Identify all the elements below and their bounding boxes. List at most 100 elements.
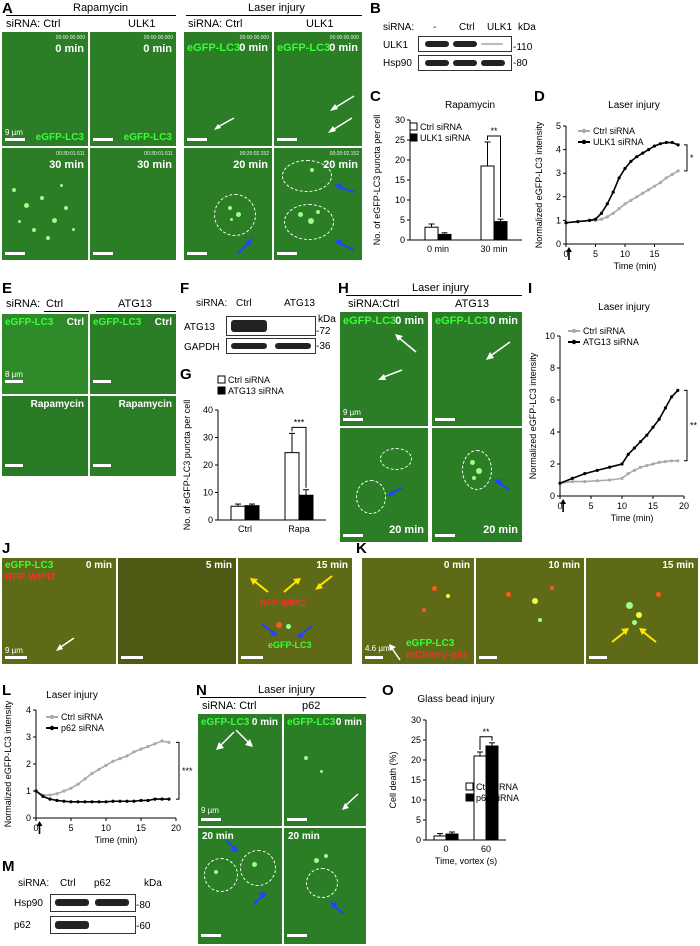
data-point [645, 464, 649, 468]
x-axis-label: Time (min) [611, 513, 654, 523]
panel-label-c: C [370, 88, 381, 105]
legend-swatch [217, 386, 226, 395]
panel-label-j: J [2, 540, 11, 557]
data-point [611, 211, 615, 215]
y-tick-label: 4 [26, 705, 31, 715]
data-point [583, 472, 587, 476]
a-sirna-ctrl: siRNA: Ctrl [6, 18, 61, 30]
significance-label: *** [182, 766, 193, 776]
y-tick-label: 5 [416, 815, 421, 825]
y-tick-label: 2 [556, 192, 561, 202]
y-tick-label: 4 [550, 427, 555, 437]
a-image-rapa-ulk1-0: 00:00:00.000 0 min eGFP-LC3 [90, 32, 176, 146]
h-laser-line [346, 295, 522, 296]
m-row-hsp90: Hsp90 [14, 898, 43, 909]
f-blot-gapdh [226, 338, 316, 354]
legend-swatch [465, 793, 474, 802]
bar [244, 505, 260, 521]
legend-marker [581, 139, 587, 145]
y-tick-label: 6 [550, 395, 555, 405]
significance-label: *** [294, 417, 305, 427]
x-tick-label: Rapa [288, 524, 310, 534]
panel-label-m: M [2, 858, 15, 875]
a-image-rapa-ctrl-30: 00:30:01.511 30 min [2, 148, 88, 260]
data-point [62, 789, 66, 793]
data-point [111, 759, 115, 763]
injury-arrow-head [560, 499, 567, 504]
data-point [104, 800, 108, 804]
e-image-atg13-rapa: Rapamycin [90, 396, 176, 476]
m-blot-hsp90 [50, 894, 136, 912]
n-image-ctrl-0: eGFP-LC3 0 min 9 µm [198, 714, 282, 826]
data-point [623, 202, 627, 206]
data-point [593, 217, 598, 221]
k-image-10: 10 min [476, 558, 584, 664]
y-tick-label: 10 [395, 195, 405, 205]
y-axis-label: Cell death (%) [388, 751, 398, 808]
data-point [76, 782, 80, 786]
data-point [76, 800, 80, 804]
e-image-ctrl-rapa: Rapamycin [2, 396, 88, 476]
data-point [611, 190, 615, 194]
y-tick-label: 3 [26, 732, 31, 742]
chart-title: Laser injury [46, 690, 98, 701]
y-tick-label: 10 [203, 488, 213, 498]
a-rapamycin-header: Rapamycin [73, 2, 129, 14]
e-ctrl-line [44, 311, 89, 312]
panel-label-l: L [2, 682, 12, 699]
x-tick-label: 10 [617, 501, 627, 511]
data-point [663, 460, 667, 464]
data-point [153, 742, 157, 746]
y-tick-label: 0 [550, 491, 555, 501]
significance-label: * [690, 153, 694, 163]
x-tick-label: 5 [593, 249, 598, 259]
data-point [629, 159, 633, 163]
a-image-laser-ctrl-20: 00:20:02.152 20 min [184, 148, 272, 260]
y-tick-label: 10 [411, 795, 421, 805]
data-point [657, 417, 661, 421]
panel-label-k: K [356, 540, 367, 557]
y-tick-label: 25 [411, 735, 421, 745]
y-axis-label: No. of eGFP-LC3 puncta per cell [372, 115, 382, 246]
significance-bracket [176, 741, 180, 800]
data-point [153, 797, 157, 801]
e-sirna: siRNA: [6, 298, 41, 310]
y-axis-label: Normalized eGFP-LC3 intensity [3, 700, 13, 827]
b-row-hsp90: Hsp90 [383, 58, 412, 69]
data-point [647, 188, 651, 192]
data-point [641, 191, 645, 195]
y-axis-label: Normalized eGFP-LC3 intensity [534, 121, 544, 248]
k-image-15: 15 min [586, 558, 698, 664]
y-tick-label: 20 [203, 460, 213, 470]
legend-label: ULK1 siRNA [593, 137, 644, 147]
y-tick-label: 1 [26, 786, 31, 796]
f-row-gapdh: GAPDH [184, 342, 220, 353]
data-point [617, 207, 621, 211]
data-point [605, 215, 609, 219]
x-tick-label: 0 [443, 844, 448, 854]
data-point [132, 750, 136, 754]
data-point [160, 739, 164, 743]
x-tick-label: 0 [557, 501, 562, 511]
j-image-0: eGFP-LC3 RFP-WIPI2 0 min 9 µm [2, 558, 116, 664]
data-point [629, 198, 633, 202]
h-atg13: ATG13 [455, 298, 490, 310]
bar [298, 494, 314, 521]
panel-label-i: I [528, 280, 533, 297]
data-point [139, 798, 143, 803]
data-point [676, 459, 680, 463]
h-image-atg13-20: 20 min [432, 428, 522, 542]
panel-label-h: H [338, 280, 349, 297]
e-image-atg13-ctrl: eGFP-LC3 Ctrl [90, 314, 176, 394]
x-tick-label: 60 [481, 844, 491, 854]
data-point [663, 406, 667, 410]
data-point [55, 798, 59, 803]
data-point [167, 797, 171, 801]
data-point [617, 176, 621, 180]
data-point [620, 476, 624, 480]
legend-label: Ctrl siRNA [476, 782, 518, 792]
y-tick-label: 8 [550, 363, 555, 373]
data-point [626, 472, 630, 476]
data-point [657, 460, 661, 464]
legend-swatch [217, 375, 226, 384]
